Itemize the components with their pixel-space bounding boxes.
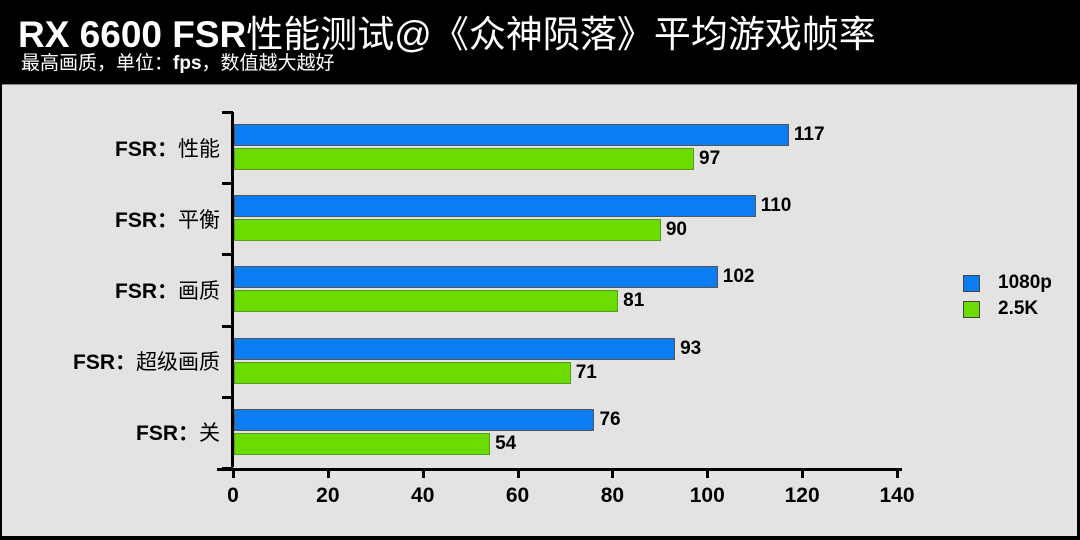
chart-title: RX 6600 FSR性能测试@《众神陨落》平均游戏帧率: [18, 4, 876, 58]
chart-title-cn: 性能测试@《众神陨落》平均游戏帧率: [246, 14, 876, 55]
bar-2.5k: [234, 361, 571, 384]
category-name: 超级画质: [136, 351, 220, 375]
subtitle-unit: fps: [173, 53, 202, 74]
x-axis-tick-label: 60: [505, 484, 530, 507]
y-axis-tick: [222, 395, 233, 399]
x-axis-tick: [232, 468, 235, 478]
x-axis-tick: [516, 468, 520, 478]
x-axis-tick-label: 80: [600, 484, 625, 507]
chart-title-en: RX 6600 FSR: [18, 14, 247, 55]
x-axis-tick-label: 100: [689, 484, 725, 507]
y-axis-tick: [222, 324, 233, 328]
bar-1080p: [234, 337, 676, 360]
x-axis-tick: [801, 468, 805, 478]
bar-2.5k: [234, 148, 695, 170]
category-prefix: FSR：: [115, 208, 178, 232]
data-label: 93: [680, 337, 702, 359]
category-name: 画质: [178, 280, 220, 303]
legend-item-2.5k: 2.5K: [963, 296, 1052, 322]
bar-1080p: [234, 195, 756, 218]
bar-2.5k: [234, 219, 661, 242]
legend-item-1080p: 1080p: [963, 270, 1052, 296]
legend-swatch: [963, 274, 980, 292]
category-label: FSR：平衡: [115, 204, 220, 234]
data-label: 117: [793, 124, 825, 145]
data-label: 110: [760, 195, 792, 217]
category-name: 平衡: [178, 208, 220, 232]
data-label: 71: [575, 361, 597, 383]
bar-1080p: [234, 408, 595, 431]
category-prefix: FSR：: [73, 351, 136, 375]
x-axis-tick: [421, 468, 425, 478]
category-label: FSR：画质: [115, 275, 220, 305]
bar-1080p: [234, 124, 789, 146]
category-label: FSR：性能: [115, 133, 220, 163]
legend-swatch: [963, 300, 980, 318]
x-axis-tick-label: 20: [316, 484, 340, 507]
bar-2.5k: [234, 432, 491, 455]
y-axis-tick: [222, 467, 233, 470]
data-label: 102: [722, 266, 755, 288]
y-axis-tick: [222, 253, 233, 257]
data-label: 81: [623, 290, 645, 312]
category-name: 关: [199, 422, 220, 446]
category-name: 性能: [178, 137, 220, 161]
x-axis-tick-label: 0: [227, 484, 239, 507]
subtitle-part: ，数值越大越好: [201, 53, 335, 74]
category-label: FSR：关: [136, 417, 220, 447]
legend: 1080p 2.5K: [963, 270, 1052, 322]
category-label: FSR：超级画质: [73, 346, 220, 376]
y-axis: [231, 112, 234, 467]
x-axis-tick-label: 140: [879, 484, 915, 507]
category-prefix: FSR：: [115, 137, 178, 161]
x-axis-tick: [611, 468, 615, 478]
y-axis-tick: [222, 111, 233, 114]
data-label: 97: [699, 148, 721, 169]
data-label: 76: [599, 408, 621, 430]
subtitle-part: 最高画质，单位：: [21, 53, 174, 74]
legend-label: 2.5K: [998, 298, 1039, 319]
category-prefix: FSR：: [136, 422, 199, 446]
data-label: 54: [495, 432, 517, 454]
data-label: 90: [665, 219, 687, 241]
bar-1080p: [234, 266, 718, 289]
y-axis-tick: [222, 182, 233, 186]
x-axis-tick: [326, 468, 330, 478]
bar-2.5k: [234, 290, 619, 313]
x-axis-tick-label: 40: [411, 484, 435, 507]
x-axis-tick-label: 120: [784, 484, 820, 507]
category-prefix: FSR：: [115, 280, 178, 303]
chart-subtitle: 最高画质，单位：fps，数值越大越好: [21, 48, 335, 75]
x-axis: [217, 468, 902, 471]
x-axis-tick: [896, 468, 899, 478]
legend-label: 1080p: [998, 272, 1052, 293]
x-axis-tick: [706, 468, 710, 478]
